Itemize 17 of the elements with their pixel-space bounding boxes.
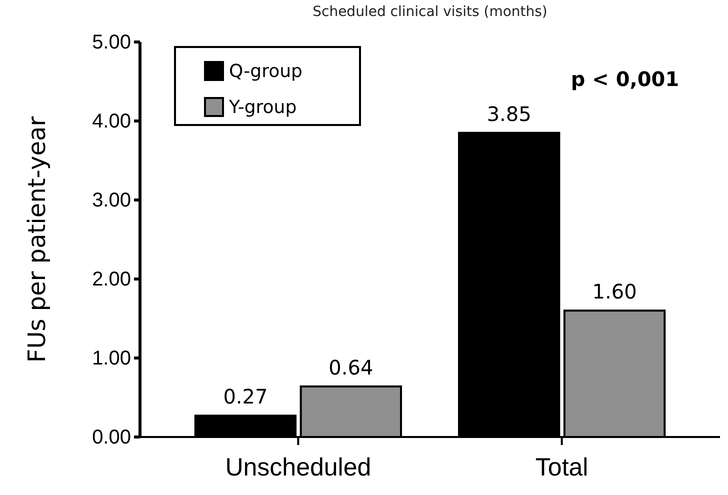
x-tick-label: Unscheduled bbox=[225, 454, 372, 482]
annotation: p < 0,001 bbox=[570, 67, 680, 91]
legend-label: Q-group bbox=[229, 61, 302, 82]
y-tick-label: 5.00 bbox=[92, 31, 131, 54]
y-axis-title: FUs per patient-year bbox=[23, 116, 51, 363]
y-tick-label: 0.00 bbox=[92, 426, 131, 448]
data-label: 1.60 bbox=[592, 280, 637, 304]
y-tick-label: 2.00 bbox=[92, 268, 131, 290]
data-label: 0.27 bbox=[223, 384, 268, 409]
y-tick-label: 3.00 bbox=[92, 189, 131, 212]
data-label: 3.85 bbox=[486, 102, 532, 126]
chart-title: Scheduled clinical visits (months) bbox=[312, 4, 548, 20]
legend-label: Y-group bbox=[228, 97, 297, 118]
data-label: 0.64 bbox=[328, 355, 374, 380]
y-tick-label: 1.00 bbox=[92, 347, 131, 370]
x-tick-label: Total bbox=[535, 454, 588, 482]
y-tick-label: 4.00 bbox=[92, 110, 131, 132]
